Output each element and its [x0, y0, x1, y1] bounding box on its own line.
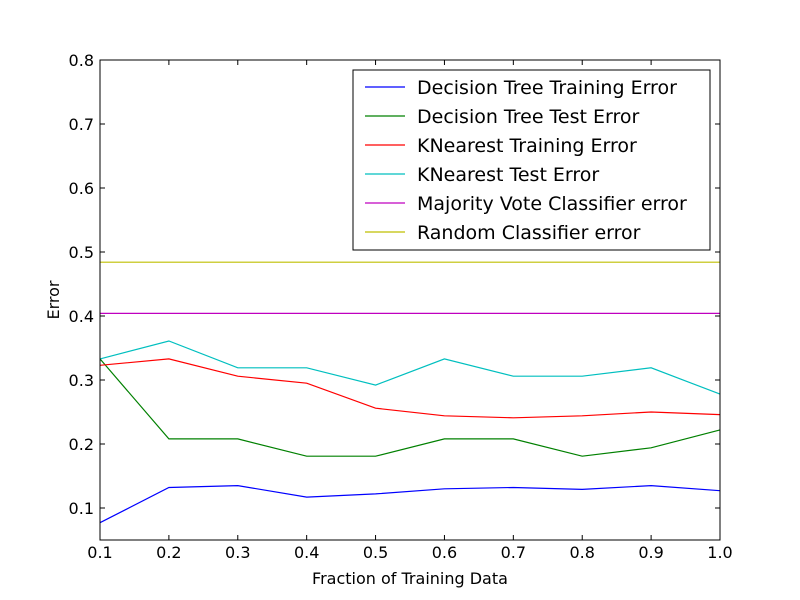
series-lines	[99, 261, 721, 524]
y-axis-label: Error	[44, 280, 63, 319]
legend-label: KNearest Training Error	[417, 135, 637, 157]
y-tick-label: 0.4	[69, 307, 94, 326]
series-line-3	[99, 358, 721, 419]
axis-ticks: 0.1 0.2 0.3 0.4 0.5 0.6 0.7 0.8 0.9 1.0 0.1 0.2 0.3 0…	[69, 51, 733, 562]
series-line-1	[99, 484, 721, 524]
legend-label: Decision Tree Test Error	[417, 106, 640, 128]
x-tick-label: 1.0	[707, 543, 732, 562]
y-tick-label: 0.2	[69, 435, 94, 454]
x-axis-label: Fraction of Training Data	[312, 569, 508, 588]
legend-label: Majority Vote Classifier error	[417, 193, 687, 215]
y-tick-label: 0.6	[69, 179, 94, 198]
y-tick-label: 0.8	[69, 51, 94, 70]
y-tick-label: 0.7	[69, 115, 94, 134]
legend-label: KNearest Test Error	[417, 164, 599, 186]
x-tick-label: 0.7	[501, 543, 526, 562]
series-line-4	[99, 340, 721, 395]
legend-label: Random Classifier error	[417, 222, 641, 244]
y-tick-label: 0.5	[69, 243, 94, 262]
plot-frame	[99, 59, 721, 541]
x-tick-label: 0.3	[225, 543, 250, 562]
legend: Decision Tree Training Error Decision Tre…	[352, 69, 711, 251]
x-tick-label: 0.6	[432, 543, 457, 562]
series-line-2	[99, 358, 721, 457]
x-tick-label: 0.8	[569, 543, 594, 562]
x-tick-label: 0.1	[87, 543, 112, 562]
x-tick-label: 0.4	[294, 543, 319, 562]
legend-box	[352, 69, 711, 251]
y-tick-label: 0.3	[69, 371, 94, 390]
legend-label: Decision Tree Training Error	[417, 77, 677, 99]
x-tick-label: 0.2	[156, 543, 181, 562]
y-tick-label: 0.1	[69, 499, 94, 518]
x-tick-label: 0.5	[363, 543, 388, 562]
x-tick-label: 0.9	[638, 543, 663, 562]
